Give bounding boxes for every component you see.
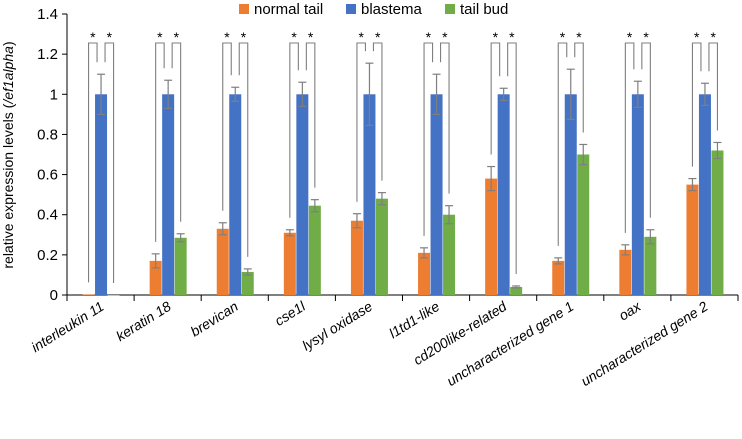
- y-tick-label: 0.4: [37, 207, 58, 224]
- significance-asterisk: *: [308, 29, 314, 45]
- bar-normal-tail: [619, 249, 632, 295]
- y-axis-label: relative expression levels (/ef1alpha): [0, 41, 16, 268]
- significance-bracket: [708, 42, 719, 131]
- significance-bracket: [171, 42, 182, 222]
- significance-bracket: [372, 42, 383, 181]
- significance-bracket: [691, 42, 702, 167]
- bar-tail-bud: [443, 214, 456, 295]
- x-tick-label: brevican: [187, 298, 241, 340]
- legend-swatch: [445, 4, 455, 14]
- significance-bracket: [439, 42, 450, 194]
- significance-bracket: [490, 42, 501, 155]
- bar-blastema: [162, 94, 175, 296]
- significance-bracket: [88, 42, 98, 283]
- significance-asterisk: *: [493, 29, 499, 45]
- significance-asterisk: *: [576, 29, 582, 45]
- bar-blastema: [229, 94, 242, 296]
- significance-asterisk: *: [560, 29, 566, 45]
- bar-tail-bud: [510, 286, 523, 295]
- significance-asterisk: *: [627, 29, 633, 45]
- significance-bracket: [557, 42, 568, 246]
- bar-tail-bud: [577, 154, 590, 295]
- legend-label: tail bud: [460, 1, 508, 18]
- bar-blastema: [296, 94, 309, 296]
- bar-tail-bud: [375, 198, 388, 295]
- y-tick-label: 0.8: [37, 126, 58, 143]
- legend-label: normal tail: [254, 1, 323, 18]
- x-tick-label: interleukin 11: [28, 298, 106, 355]
- significance-asterisk: *: [291, 29, 297, 45]
- bar-blastema: [631, 94, 644, 296]
- significance-asterisk: *: [174, 29, 180, 45]
- y-tick-label: 0: [50, 287, 58, 304]
- significance-asterisk: *: [90, 29, 96, 45]
- bar-tail-bud: [107, 295, 120, 296]
- bar-normal-tail: [418, 252, 431, 295]
- significance-asterisk: *: [710, 29, 716, 45]
- significance-bracket: [423, 42, 434, 236]
- x-tick-label: cse1l: [272, 298, 309, 329]
- bar-normal-tail: [283, 232, 296, 295]
- significance-bracket: [104, 42, 115, 283]
- bar-blastema: [430, 94, 443, 296]
- bar-normal-tail: [82, 294, 95, 295]
- y-tick-label: 0.6: [37, 167, 58, 184]
- significance-asterisk: *: [442, 29, 448, 45]
- bar-normal-tail: [149, 260, 162, 295]
- x-tick-label: keratin 18: [113, 298, 174, 344]
- legend-swatch: [346, 4, 356, 14]
- bar-tail-bud: [308, 205, 321, 295]
- significance-asterisk: *: [224, 29, 230, 45]
- y-tick-label: 0.2: [37, 247, 58, 264]
- significance-bracket: [305, 42, 316, 188]
- y-tick-label: 1: [50, 86, 58, 103]
- bar-tail-bud: [644, 236, 657, 295]
- significance-bracket: [356, 42, 367, 202]
- bar-tail-bud: [241, 271, 254, 295]
- significance-bracket: [155, 42, 165, 242]
- y-tick-label: 1.2: [37, 46, 58, 63]
- significance-bracket: [641, 42, 651, 218]
- bar-normal-tail: [686, 184, 699, 295]
- x-tick-label: uncharacterized gene 2: [578, 298, 711, 389]
- bar-tail-bud: [174, 237, 187, 295]
- significance-asterisk: *: [509, 29, 515, 45]
- significance-bracket: [222, 42, 232, 211]
- bar-blastema: [564, 94, 577, 296]
- legend: normal tail blastema tail bud: [239, 1, 508, 18]
- bar-blastema: [698, 94, 711, 296]
- significance-asterisk: *: [358, 29, 364, 45]
- bar-blastema: [95, 94, 108, 296]
- bar-normal-tail: [350, 220, 363, 295]
- bar-blastema: [497, 94, 510, 296]
- bar-tail-bud: [711, 150, 724, 295]
- significance-asterisk: *: [157, 29, 163, 45]
- significance-bracket: [507, 42, 517, 274]
- significance-bracket: [574, 42, 584, 133]
- legend-label: blastema: [361, 1, 423, 18]
- x-tick-label: lysyl oxidase: [299, 298, 375, 354]
- significance-asterisk: *: [694, 29, 700, 45]
- significance-asterisk: *: [375, 29, 381, 45]
- significance-asterisk: *: [107, 29, 113, 45]
- legend-swatch: [239, 4, 249, 14]
- x-tick-label: oax: [616, 297, 644, 323]
- significance-bracket: [289, 42, 299, 218]
- significance-asterisk: *: [241, 29, 247, 45]
- significance-asterisk: *: [643, 29, 649, 45]
- significance-bracket: [624, 42, 635, 233]
- bar-normal-tail: [552, 260, 565, 295]
- bar-normal-tail: [216, 228, 229, 295]
- bar-normal-tail: [485, 178, 498, 295]
- bar-blastema: [363, 94, 376, 296]
- significance-asterisk: *: [426, 29, 432, 45]
- significance-bracket: [238, 42, 249, 257]
- x-tick-label: uncharacterized gene 1: [444, 298, 577, 389]
- y-tick-label: 1.4: [37, 6, 58, 23]
- x-tick-label: l1td1-like: [386, 298, 442, 341]
